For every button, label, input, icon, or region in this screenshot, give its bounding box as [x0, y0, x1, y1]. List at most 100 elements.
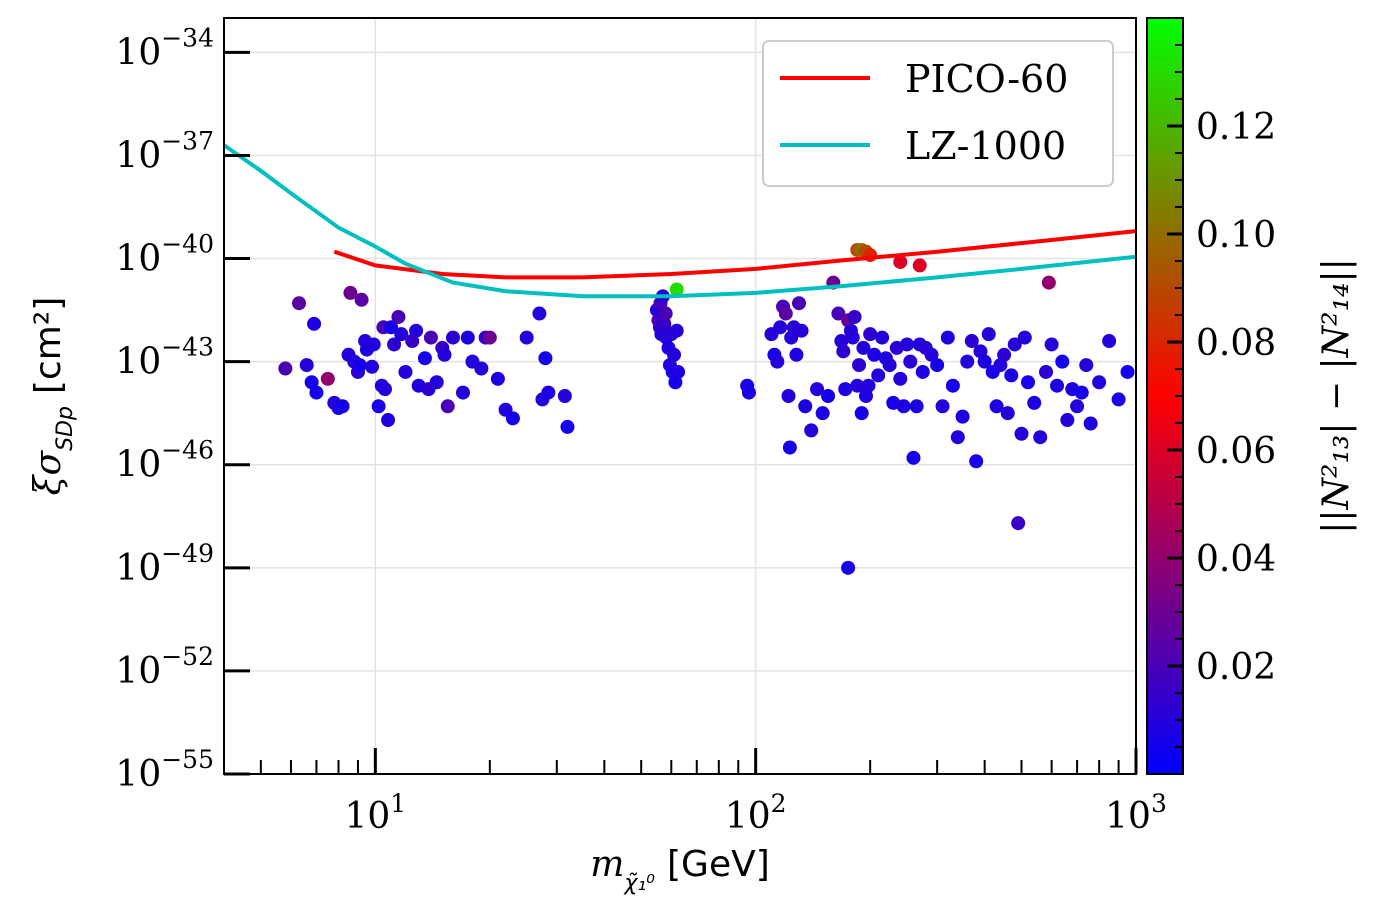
- scatter-point: [455, 385, 470, 400]
- scatter-point: [960, 354, 975, 369]
- scatter-point: [778, 306, 793, 321]
- scatter-point: [882, 358, 897, 373]
- scatter-point: [1060, 413, 1075, 428]
- scatter-point: [838, 382, 853, 397]
- scatter-point: [836, 344, 851, 359]
- scatter-point: [474, 361, 489, 376]
- scatter-point: [798, 399, 813, 414]
- scatter-point: [320, 371, 335, 386]
- scatter-point: [977, 354, 992, 369]
- scatter-point: [969, 454, 984, 469]
- scatter-point: [1017, 330, 1032, 345]
- scatter-point: [945, 378, 960, 393]
- scatter-point: [940, 330, 955, 345]
- scatter-point: [850, 378, 865, 393]
- scatter-point: [981, 327, 996, 342]
- scatter-point: [1014, 426, 1029, 441]
- legend: PICO-60 LZ-1000: [762, 40, 1114, 187]
- scatter-point: [896, 399, 911, 414]
- scatter-point: [384, 320, 399, 335]
- scatter-point: [445, 330, 460, 345]
- scatter-point: [821, 389, 836, 403]
- scatter-point: [804, 423, 819, 438]
- scatter-point: [831, 306, 846, 321]
- scatter-point: [354, 292, 369, 307]
- x-axis-title: mχ̃₁⁰ [GeV]: [590, 844, 770, 896]
- scatter-point: [841, 560, 856, 575]
- x-tick-label: 102: [725, 789, 787, 837]
- scatter-point: [505, 411, 520, 426]
- scatter-point: [997, 347, 1012, 362]
- scatter-point: [371, 399, 386, 414]
- scatter-point: [1041, 275, 1056, 290]
- tick-labels: 101 102 103 10−34 10−37 10−40 10−43 10−46 10−49 1…: [115, 23, 1166, 837]
- colorbar: 0.02 0.04 0.06 0.08 0.10 0.12 ||N²₁₃| − |N²₁₄…: [1146, 17, 1357, 775]
- scatter-point: [1050, 378, 1065, 393]
- scatter-point: [815, 406, 830, 421]
- scatter-point: [1055, 354, 1070, 369]
- scatter-point: [482, 330, 497, 345]
- colorbar-tick-label: 0.08: [1196, 323, 1276, 364]
- scatter-point: [657, 316, 672, 331]
- scatter-point: [1027, 395, 1042, 410]
- y-tick-label: 10−43: [115, 333, 214, 383]
- scatter-point: [852, 358, 867, 373]
- scatter-point: [541, 385, 556, 400]
- scatter-point: [1083, 416, 1098, 431]
- scatter-point: [1011, 516, 1026, 531]
- y-tick-label: 10−52: [115, 642, 214, 692]
- scatter-point: [773, 320, 788, 335]
- legend-label-lz: LZ-1000: [905, 124, 1066, 168]
- scatter-point: [343, 285, 358, 300]
- scatter-point: [893, 371, 908, 386]
- scatter-point: [741, 385, 756, 400]
- legend-label-pico: PICO-60: [905, 57, 1068, 101]
- y-tick-label: 10−40: [115, 230, 214, 280]
- scatter-point: [1092, 375, 1107, 390]
- scatter-point: [1102, 334, 1117, 349]
- scatter-point: [924, 347, 939, 362]
- line-lz-1000: [224, 143, 1136, 299]
- scatter-point: [950, 430, 965, 445]
- scatter-point: [1000, 406, 1015, 421]
- y-tick-label: 10−34: [115, 23, 214, 73]
- x-tick-label: 103: [1105, 789, 1167, 837]
- scatter-point: [307, 316, 322, 331]
- scatter-point: [845, 330, 860, 345]
- scatter-point: [1007, 337, 1022, 352]
- scatter-point: [863, 327, 878, 342]
- scatter-point: [930, 358, 945, 373]
- scatter-point: [381, 413, 396, 428]
- scatter-point: [915, 364, 930, 379]
- scatter-point: [903, 354, 918, 369]
- axis-ticks: [223, 50, 1138, 776]
- scatter-point: [377, 382, 392, 397]
- scatter-point: [671, 364, 686, 379]
- scatter-point: [792, 296, 807, 311]
- scatter-point: [437, 347, 452, 362]
- scatter-point: [1020, 375, 1035, 390]
- scatter-point: [900, 337, 915, 352]
- colorbar-tick-label: 0.02: [1196, 647, 1276, 688]
- scatter-point: [366, 337, 381, 352]
- scatter-point: [560, 419, 575, 434]
- scatter-point: [794, 323, 809, 338]
- scatter-point: [417, 351, 432, 366]
- scatter-point: [429, 375, 444, 390]
- scatter-point: [309, 385, 324, 400]
- scatter-points: [278, 242, 1135, 575]
- y-tick-label: 10−46: [115, 436, 214, 486]
- scatter-point: [856, 340, 871, 355]
- scatter-point: [1033, 430, 1048, 445]
- scatter-point: [409, 323, 424, 338]
- scatter-point: [989, 399, 1004, 414]
- scatter-point: [490, 371, 505, 386]
- scatter-point: [861, 378, 876, 393]
- scatter-point: [1111, 392, 1126, 407]
- colorbar-ticks: 0.02 0.04 0.06 0.08 0.10 0.12: [1167, 44, 1276, 748]
- colorbar-tick-label: 0.06: [1196, 431, 1276, 472]
- scatter-point: [669, 282, 684, 297]
- y-tick-label: 10−37: [115, 126, 214, 176]
- colorbar-tick-label: 0.10: [1196, 215, 1276, 256]
- scatter-point: [391, 309, 406, 324]
